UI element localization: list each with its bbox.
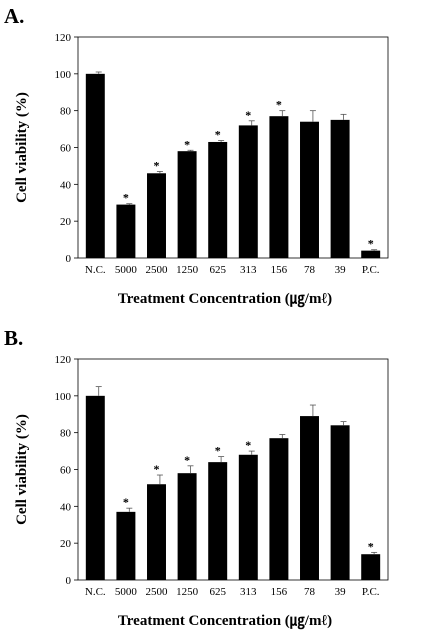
bar: [177, 473, 197, 580]
significance-marker: *: [154, 462, 160, 476]
y-tick-label: 40: [60, 501, 72, 513]
x-tick-label: 1250: [176, 586, 199, 598]
x-tick-label: 39: [335, 586, 347, 598]
significance-marker: *: [245, 108, 251, 122]
y-tick-label: 40: [60, 179, 72, 191]
bar: [361, 554, 381, 580]
bar: [177, 151, 197, 258]
y-tick-label: 120: [55, 354, 72, 366]
y-tick-label: 100: [55, 69, 72, 81]
x-tick-label: 156: [271, 586, 288, 598]
y-tick-label: 0: [66, 253, 72, 265]
x-tick-label: 5000: [115, 586, 138, 598]
bar: [208, 141, 228, 258]
chart-a: 0 20 40 60 80 100 120 Cell viability (%) N.C. * 50…: [14, 32, 389, 308]
x-axis-title: Treatment Concentration (㎍/mℓ): [118, 613, 332, 630]
significance-marker: *: [215, 128, 221, 142]
x-axis-title: Treatment Concentration (㎍/mℓ): [118, 291, 332, 308]
bar: [269, 438, 289, 580]
y-tick-label: 80: [60, 106, 72, 118]
bar: [330, 119, 350, 258]
bar: [208, 462, 228, 580]
significance-marker: *: [184, 453, 190, 467]
bar: [85, 73, 105, 258]
y-tick-label: 20: [60, 216, 72, 228]
significance-marker: *: [123, 495, 129, 509]
y-tick-label: 120: [55, 32, 72, 44]
y-tick-label: 80: [60, 428, 72, 440]
significance-marker: *: [245, 438, 251, 452]
bar: [238, 454, 258, 580]
x-tick-label: 313: [240, 264, 257, 276]
y-tick-label: 60: [60, 465, 72, 477]
y-axis-title: Cell viability (%): [14, 414, 30, 525]
panel-b: B. 0 20 40 60 80 100 120 Cell viability (%) N.C.…: [0, 322, 424, 638]
bar: [147, 173, 166, 258]
x-tick-label: N.C.: [85, 264, 106, 276]
x-tick-label: 1250: [176, 264, 199, 276]
x-tick-label: 313: [240, 586, 257, 598]
x-tick-label: 156: [271, 264, 288, 276]
panel-label: B.: [4, 326, 24, 350]
x-tick-label: 2500: [146, 586, 169, 598]
y-tick-label: 60: [60, 143, 72, 155]
x-tick-label: 5000: [115, 264, 138, 276]
bar: [300, 416, 319, 580]
significance-marker: *: [276, 98, 282, 112]
y-tick-label: 20: [60, 538, 72, 550]
x-tick-label: 78: [304, 264, 316, 276]
panel-a: A. 0 20 40 60 80 100 120 Cell viability (%) N.C.…: [0, 0, 424, 316]
x-tick-label: 625: [209, 264, 226, 276]
bar: [238, 125, 258, 259]
x-tick-label: P.C.: [362, 586, 380, 598]
significance-marker: *: [123, 191, 129, 205]
significance-marker: *: [368, 237, 374, 251]
y-axis-title: Cell viability (%): [14, 92, 30, 203]
y-tick-label: 0: [66, 575, 72, 587]
significance-marker: *: [184, 137, 190, 151]
x-tick-label: N.C.: [85, 586, 106, 598]
x-tick-label: 625: [209, 586, 226, 598]
panel-label: A.: [4, 4, 25, 28]
x-tick-label: 2500: [146, 264, 169, 276]
y-tick-label: 100: [55, 391, 72, 403]
bar: [361, 250, 381, 258]
x-tick-label: P.C.: [362, 264, 380, 276]
bar: [269, 116, 289, 258]
chart-b: 0 20 40 60 80 100 120 Cell viability (%) N.C. * 50…: [14, 354, 389, 630]
bar: [330, 425, 350, 580]
x-tick-label: 78: [304, 586, 316, 598]
x-tick-label: 39: [335, 264, 347, 276]
bar: [116, 204, 136, 258]
bar: [116, 511, 136, 580]
significance-marker: *: [368, 539, 374, 553]
significance-marker: *: [215, 444, 221, 458]
significance-marker: *: [154, 158, 160, 172]
bar: [300, 121, 319, 258]
bar: [85, 395, 105, 580]
bar: [147, 484, 166, 580]
